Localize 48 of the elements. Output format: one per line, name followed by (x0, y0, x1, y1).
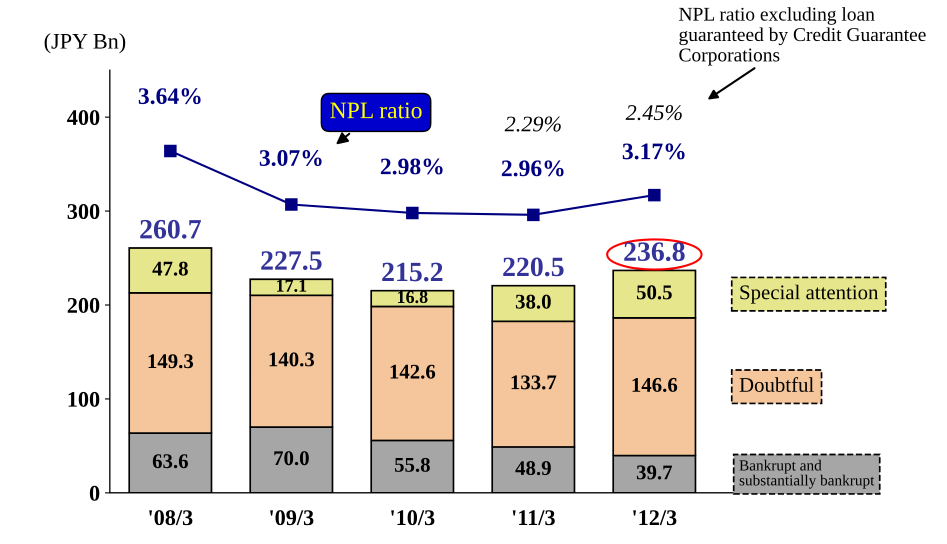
x-tick-label: '11/3 (512, 510, 555, 526)
x-tick-label: '09/3 (270, 510, 314, 526)
y-tick-label: 400 (67, 110, 100, 126)
data-label: 17.1 (276, 280, 306, 292)
data-label: 140.3 (270, 352, 314, 367)
total-label: 220.5 (503, 258, 564, 276)
text: Bankrupt and substantially bankrupt (739, 460, 874, 489)
x-tick-label: '08/3 (149, 510, 192, 526)
total-label: 215.2 (382, 262, 442, 282)
point (285, 198, 298, 211)
data-label: 50.5 (636, 285, 672, 300)
point (527, 208, 540, 222)
data-label: 146.6 (632, 378, 678, 392)
text: Doubtful (740, 377, 814, 392)
data-label: 2.98% (380, 158, 443, 175)
data-label: 3.64% (138, 88, 201, 104)
data-label: 70.0 (274, 451, 309, 466)
text: Special attention (740, 284, 878, 304)
annotation: 2.29% (504, 116, 561, 132)
data-label: 48.9 (515, 461, 551, 476)
data-label: 55.8 (394, 458, 430, 472)
point (406, 206, 419, 220)
annotation: 2.45% (626, 105, 682, 120)
y-axis-title: (JPY Bn) (44, 33, 126, 54)
total-label: 236.8 (624, 242, 685, 262)
x-tick-label: '12/3 (633, 510, 676, 526)
total-label: 260.7 (140, 220, 201, 239)
text: NPL ratio excluding loan guaranteed by Credit Guarantee Corporations (679, 7, 926, 66)
data-label: 39.7 (636, 465, 672, 480)
data-label: 3.17% (622, 143, 685, 160)
point (164, 144, 177, 158)
data-label: 133.7 (512, 375, 556, 390)
text: NPL ratio (330, 102, 422, 118)
y-tick-label: 100 (68, 392, 100, 407)
data-label: 63.6 (152, 454, 188, 468)
data-label: 149.3 (148, 354, 194, 368)
y-tick-label: 200 (68, 298, 100, 313)
data-label: 47.8 (152, 262, 188, 276)
data-label: 16.8 (398, 290, 428, 304)
point (648, 188, 661, 202)
total-label: 227.5 (261, 251, 322, 270)
data-label: 142.6 (390, 364, 436, 379)
data-label: 38.0 (516, 294, 551, 309)
data-label: 2.96% (502, 160, 564, 176)
y-tick-label: 300 (68, 204, 100, 219)
x-tick-label: '10/3 (391, 510, 434, 526)
y-tick-label: 0 (90, 486, 100, 501)
data-label: 3.07% (260, 150, 322, 166)
